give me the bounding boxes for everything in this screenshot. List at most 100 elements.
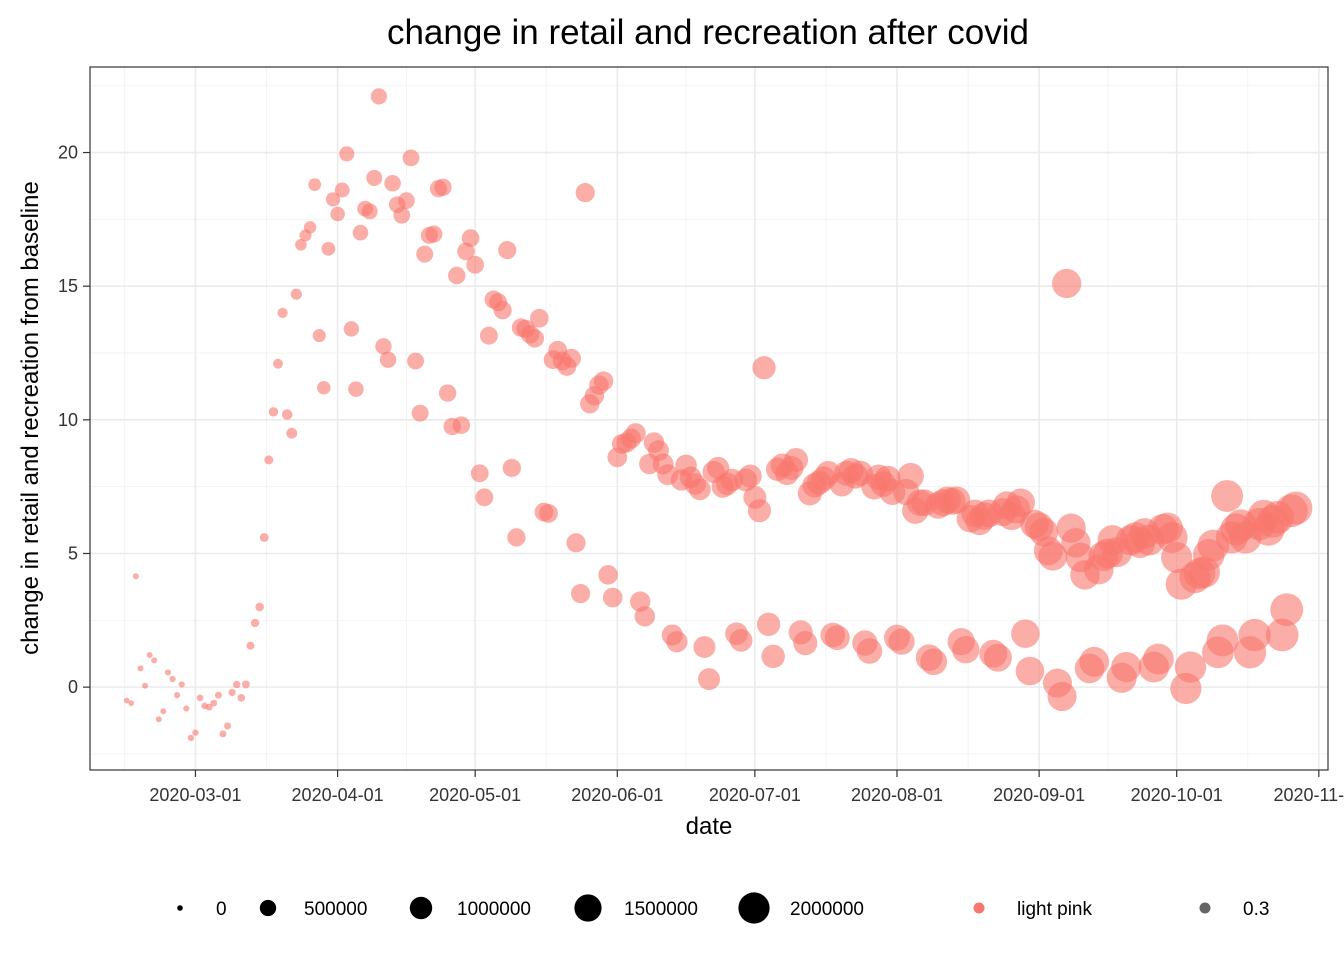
data-point — [312, 329, 326, 343]
data-point — [295, 238, 307, 251]
data-point — [142, 682, 149, 689]
data-point — [205, 703, 213, 711]
data-point — [952, 636, 980, 664]
data-point — [321, 241, 336, 256]
data-point — [888, 628, 915, 655]
data-point — [1079, 646, 1109, 677]
data-point — [192, 729, 199, 736]
data-point — [507, 528, 526, 547]
data-point — [571, 583, 591, 604]
data-point — [1011, 619, 1040, 648]
data-point — [398, 192, 415, 210]
data-point — [281, 409, 293, 420]
plot-panel-border — [89, 66, 1329, 771]
data-point — [393, 207, 411, 224]
legend-size-key — [409, 896, 433, 920]
x-tick-label: 2020-08-01 — [851, 785, 943, 805]
data-point — [1052, 268, 1082, 299]
legend-size-label: 500000 — [304, 899, 367, 920]
data-point — [277, 307, 288, 319]
data-point — [290, 288, 302, 300]
data-point — [452, 416, 471, 434]
data-point — [187, 734, 195, 742]
x-tick-label: 2020-10-01 — [1131, 785, 1223, 805]
y-axis-title: change in retail and recreation from bas… — [17, 181, 44, 655]
data-point — [897, 462, 924, 490]
data-point — [666, 631, 688, 653]
legend-size-label: 1500000 — [624, 899, 698, 920]
data-point — [259, 533, 269, 542]
x-axis-title: date — [686, 813, 733, 840]
data-point — [1111, 651, 1142, 683]
data-point — [479, 326, 498, 345]
data-point — [407, 352, 424, 370]
data-point — [575, 182, 595, 203]
data-point — [1265, 618, 1299, 652]
data-point — [466, 255, 485, 274]
data-point — [498, 241, 517, 260]
data-point — [448, 266, 466, 285]
x-tick-label: 2020-03-01 — [149, 785, 241, 805]
data-point — [784, 447, 809, 472]
data-point — [169, 676, 176, 683]
data-point — [151, 657, 158, 664]
data-point — [539, 504, 558, 523]
data-point — [697, 668, 721, 691]
y-tick-label: 10 — [58, 410, 78, 430]
data-point — [264, 455, 274, 465]
x-tick-label: 2020-04-01 — [292, 785, 384, 805]
legend-size-label: 2000000 — [790, 899, 864, 920]
x-tick-label: 2020-11-01 — [1273, 785, 1344, 805]
data-point — [411, 404, 429, 422]
data-point — [255, 602, 264, 612]
data-point — [793, 630, 818, 656]
data-point — [268, 407, 279, 417]
data-point — [1161, 541, 1193, 574]
data-point — [1238, 618, 1271, 652]
legend-size-label: 1000000 — [457, 899, 531, 920]
data-point — [214, 691, 222, 699]
data-point — [228, 688, 236, 697]
y-tick-label: 15 — [58, 276, 78, 296]
data-point — [128, 700, 135, 707]
data-point — [137, 665, 144, 672]
data-point — [1038, 541, 1068, 571]
data-point — [224, 722, 232, 730]
data-point — [273, 358, 283, 369]
y-tick-label: 5 — [68, 543, 78, 563]
data-point — [339, 146, 355, 162]
data-point — [920, 648, 948, 676]
y-axis: 0 5 10 15 20 — [58, 143, 90, 697]
data-point — [366, 169, 383, 186]
data-point — [402, 149, 420, 167]
data-point — [983, 643, 1012, 672]
data-point — [303, 221, 317, 234]
data-point — [330, 206, 345, 222]
data-points — [123, 88, 1313, 742]
data-point — [348, 381, 364, 397]
data-point — [361, 203, 378, 220]
data-point — [593, 371, 614, 391]
data-point — [457, 242, 475, 261]
data-point — [384, 175, 401, 192]
x-tick-label: 2020-07-01 — [709, 785, 801, 805]
legend-size-label: 0 — [216, 899, 227, 920]
data-point — [379, 351, 397, 368]
data-point — [343, 321, 360, 337]
data-point — [164, 669, 172, 676]
data-point — [1047, 681, 1077, 712]
data-point — [1279, 491, 1313, 525]
data-point — [132, 573, 139, 580]
data-point — [286, 427, 298, 439]
data-point — [425, 225, 443, 243]
data-point — [370, 88, 387, 105]
data-point — [438, 384, 457, 402]
legend-alpha-key — [1199, 902, 1211, 914]
data-point — [761, 644, 785, 669]
data-point — [219, 730, 227, 738]
data-point — [246, 641, 255, 650]
data-point — [325, 192, 341, 207]
data-point — [237, 694, 246, 702]
data-point — [146, 652, 153, 659]
